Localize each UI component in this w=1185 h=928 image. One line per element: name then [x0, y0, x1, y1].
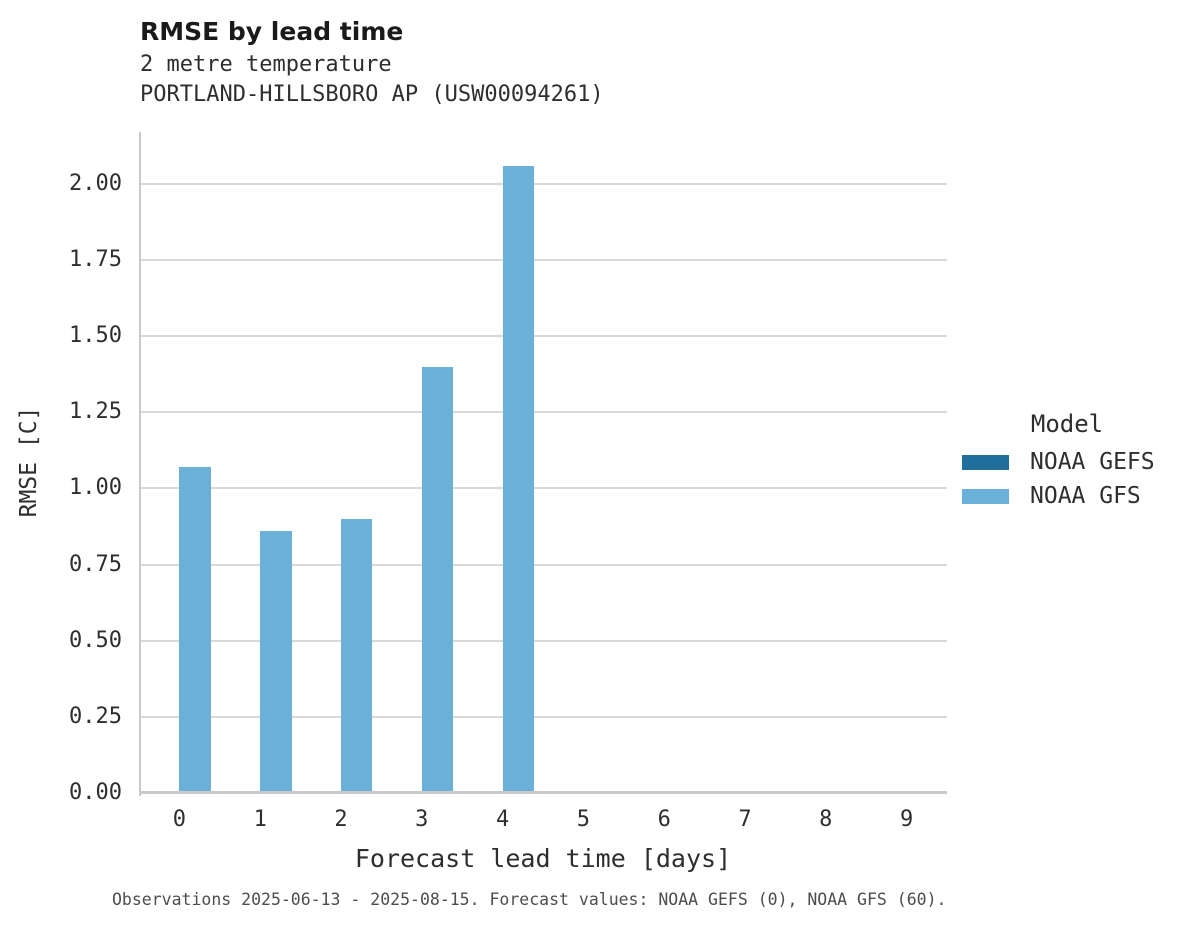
footnote: Observations 2025-06-13 - 2025-08-15. Fo…	[112, 890, 947, 909]
bar-noaa-gfs-day-1	[260, 531, 292, 793]
x-tick-label: 7	[738, 807, 752, 832]
gridline-y-0.25	[139, 715, 947, 718]
bar-noaa-gfs-day-2	[341, 518, 373, 793]
legend-swatch-icon	[962, 454, 1009, 470]
x-tick-label: 4	[495, 807, 510, 832]
y-tick-label: 2.00	[69, 170, 122, 196]
gridline-y-1.75	[139, 258, 947, 261]
chart-subtitle-station: PORTLAND-HILLSBORO AP (USW00094261)	[140, 82, 604, 107]
y-tick-label: 0.75	[69, 551, 122, 577]
x-tick-label: 1	[253, 807, 267, 832]
x-tick-label: 9	[899, 807, 914, 832]
bar-noaa-gfs-day-3	[421, 366, 454, 793]
legend-item-label: NOAA GFS	[1030, 483, 1141, 509]
x-tick-label: 6	[657, 807, 671, 832]
plot-area	[139, 132, 947, 793]
legend: Model NOAA GEFS NOAA GFS	[962, 410, 1172, 520]
gridline-y-0.50	[139, 639, 947, 642]
legend-items: NOAA GEFS NOAA GFS	[962, 449, 1172, 509]
y-tick-label: 0.50	[69, 627, 122, 653]
x-tick-label: 2	[334, 807, 348, 832]
gridline-y-2.00	[139, 182, 947, 185]
y-tick-label: 0.25	[69, 703, 122, 729]
legend-item-label: NOAA GEFS	[1030, 449, 1155, 475]
legend-title: Model	[1030, 410, 1104, 438]
legend-item-noaa-gfs: NOAA GFS	[962, 483, 1172, 509]
x-tick-label: 5	[576, 807, 591, 832]
y-axis-tick-labels: 0.00 0.25 0.50 0.75 1.00 1.25 1.50 1.75 2.00	[0, 132, 122, 805]
y-tick-label: 1.75	[69, 246, 122, 272]
x-tick-label: 3	[415, 807, 429, 832]
y-tick-label: 1.00	[69, 475, 122, 501]
gridline-y-1.50	[139, 335, 947, 338]
gridline-y-1.00	[139, 487, 947, 490]
legend-swatch-icon	[962, 488, 1009, 504]
y-axis-spine	[139, 132, 141, 796]
chart-title: RMSE by lead time	[140, 17, 404, 46]
x-tick-label: 8	[819, 807, 833, 832]
bar-noaa-gfs-day-4	[502, 165, 534, 793]
x-axis-title: Forecast lead time [days]	[354, 844, 732, 873]
x-axis-spine	[139, 791, 947, 794]
bar-noaa-gfs-day-0	[179, 467, 211, 793]
y-tick-label: 0.00	[69, 780, 122, 805]
x-tick-label: 0	[172, 807, 187, 832]
y-tick-label: 1.50	[69, 323, 122, 349]
legend-item-noaa-gefs: NOAA GEFS	[962, 449, 1172, 475]
gridline-y-0.75	[139, 563, 947, 566]
chart-subtitle-variable: 2 metre temperature	[140, 52, 392, 77]
y-tick-label: 1.25	[69, 399, 122, 425]
x-axis-tick-labels: 0 1 2 3 4 5 6 7 8 9	[139, 806, 947, 834]
gridline-y-1.25	[139, 411, 947, 414]
